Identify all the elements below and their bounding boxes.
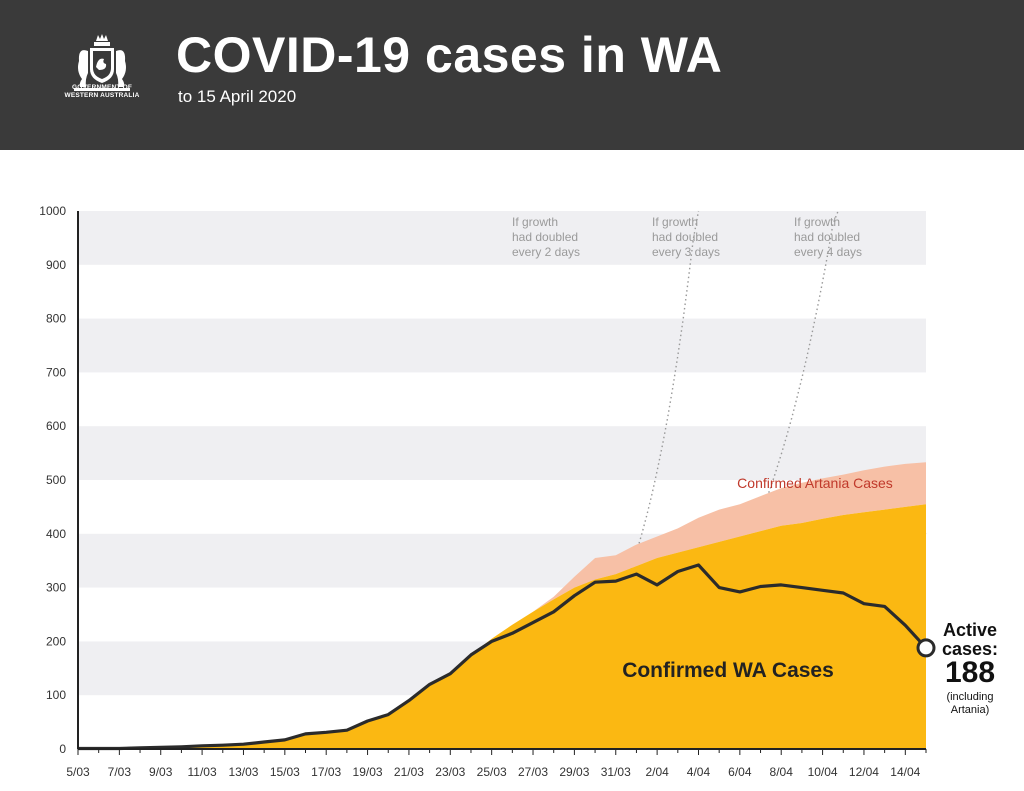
x-tick-label: 8/04 xyxy=(770,765,794,779)
x-tick-label: 9/03 xyxy=(149,765,173,779)
y-tick-label: 400 xyxy=(46,527,66,541)
page-title: COVID-19 cases in WA xyxy=(176,27,723,83)
grid-band xyxy=(78,211,926,265)
x-tick-label: 11/03 xyxy=(188,765,217,779)
active-cases-note: Artania) xyxy=(951,704,990,716)
x-tick-label: 5/03 xyxy=(66,765,90,779)
x-tick-label: 15/03 xyxy=(270,765,300,779)
artania-cases-label: Confirmed Artania Cases xyxy=(737,475,893,491)
doubling-label-3-days: had doubled xyxy=(652,230,718,244)
header-banner: GOVERNMENT OF WESTERN AUSTRALIA COVID-19… xyxy=(0,0,1024,150)
x-tick-label: 6/04 xyxy=(728,765,752,779)
chart-container: If growth had doubled every 2 days If growt… xyxy=(0,150,1024,786)
y-tick-label: 0 xyxy=(59,742,66,756)
x-tick-label: 7/03 xyxy=(108,765,132,779)
active-cases-series xyxy=(78,563,936,751)
axes: 0 100 200 300 400 500 600 700 800 900 1000 5/03 7/03… xyxy=(39,204,927,779)
wa-cases-label: Confirmed WA Cases xyxy=(622,659,834,682)
active-cases-value: 188 xyxy=(945,656,995,689)
x-tick-label: 21/03 xyxy=(394,765,424,779)
x-tick-label: 29/03 xyxy=(559,765,589,779)
artania-cases-area xyxy=(471,462,926,655)
y-tick-label: 700 xyxy=(46,365,66,379)
y-tick-label: 600 xyxy=(46,419,66,433)
wa-cases-area xyxy=(78,504,926,749)
x-tick-label: 10/04 xyxy=(808,765,838,779)
doubling-label-4-days: every 4 days xyxy=(794,245,862,259)
doubling-label-4-days: If growth xyxy=(794,215,840,229)
y-tick-label: 300 xyxy=(46,581,66,595)
x-tick-label: 14/04 xyxy=(890,765,920,779)
x-tick-label: 2/04 xyxy=(645,765,669,779)
doubling-label-2-days: every 2 days xyxy=(512,245,580,259)
x-tick-label: 23/03 xyxy=(435,765,465,779)
doubling-label-2-days: had doubled xyxy=(512,230,578,244)
area-series xyxy=(78,462,926,749)
x-tick-label: 31/03 xyxy=(601,765,631,779)
logo-text-line-2: WESTERN AUSTRALIA xyxy=(64,92,140,99)
x-tick-label: 4/04 xyxy=(687,765,711,779)
active-cases-endpoint xyxy=(916,638,936,658)
logo-text: GOVERNMENT OF WESTERN AUSTRALIA xyxy=(52,84,152,100)
x-tick-label: 19/03 xyxy=(353,765,383,779)
doubling-label-2-days: If growth xyxy=(512,215,558,229)
x-tick-label: 12/04 xyxy=(849,765,879,779)
chart-annotations: Confirmed WA Cases Confirmed Artania Case… xyxy=(622,475,998,716)
doubling-label-4-days: had doubled xyxy=(794,230,860,244)
page-subtitle: to 15 April 2020 xyxy=(178,87,297,106)
x-tick-label: 27/03 xyxy=(518,765,548,779)
active-cases-note: (including xyxy=(946,691,993,703)
doubling-label-3-days: every 3 days xyxy=(652,245,720,259)
active-cases-title: cases: xyxy=(942,639,998,659)
active-cases-line xyxy=(78,563,928,751)
logo-text-line-1: GOVERNMENT OF xyxy=(71,84,133,91)
y-tick-label: 500 xyxy=(46,473,66,487)
y-tick-label: 100 xyxy=(46,688,66,702)
wa-crest-icon xyxy=(74,34,130,91)
y-tick-label: 800 xyxy=(46,312,66,326)
y-tick-label: 900 xyxy=(46,258,66,272)
active-cases-title: Active xyxy=(943,620,997,640)
x-tick-label: 25/03 xyxy=(477,765,507,779)
x-tick-label: 17/03 xyxy=(311,765,341,779)
doubling-label-3-days: If growth xyxy=(652,215,698,229)
y-tick-label: 200 xyxy=(46,634,66,648)
y-tick-label: 1000 xyxy=(39,204,66,218)
grid-band xyxy=(78,426,926,480)
x-tick-label: 13/03 xyxy=(228,765,258,779)
grid-band xyxy=(78,318,926,373)
